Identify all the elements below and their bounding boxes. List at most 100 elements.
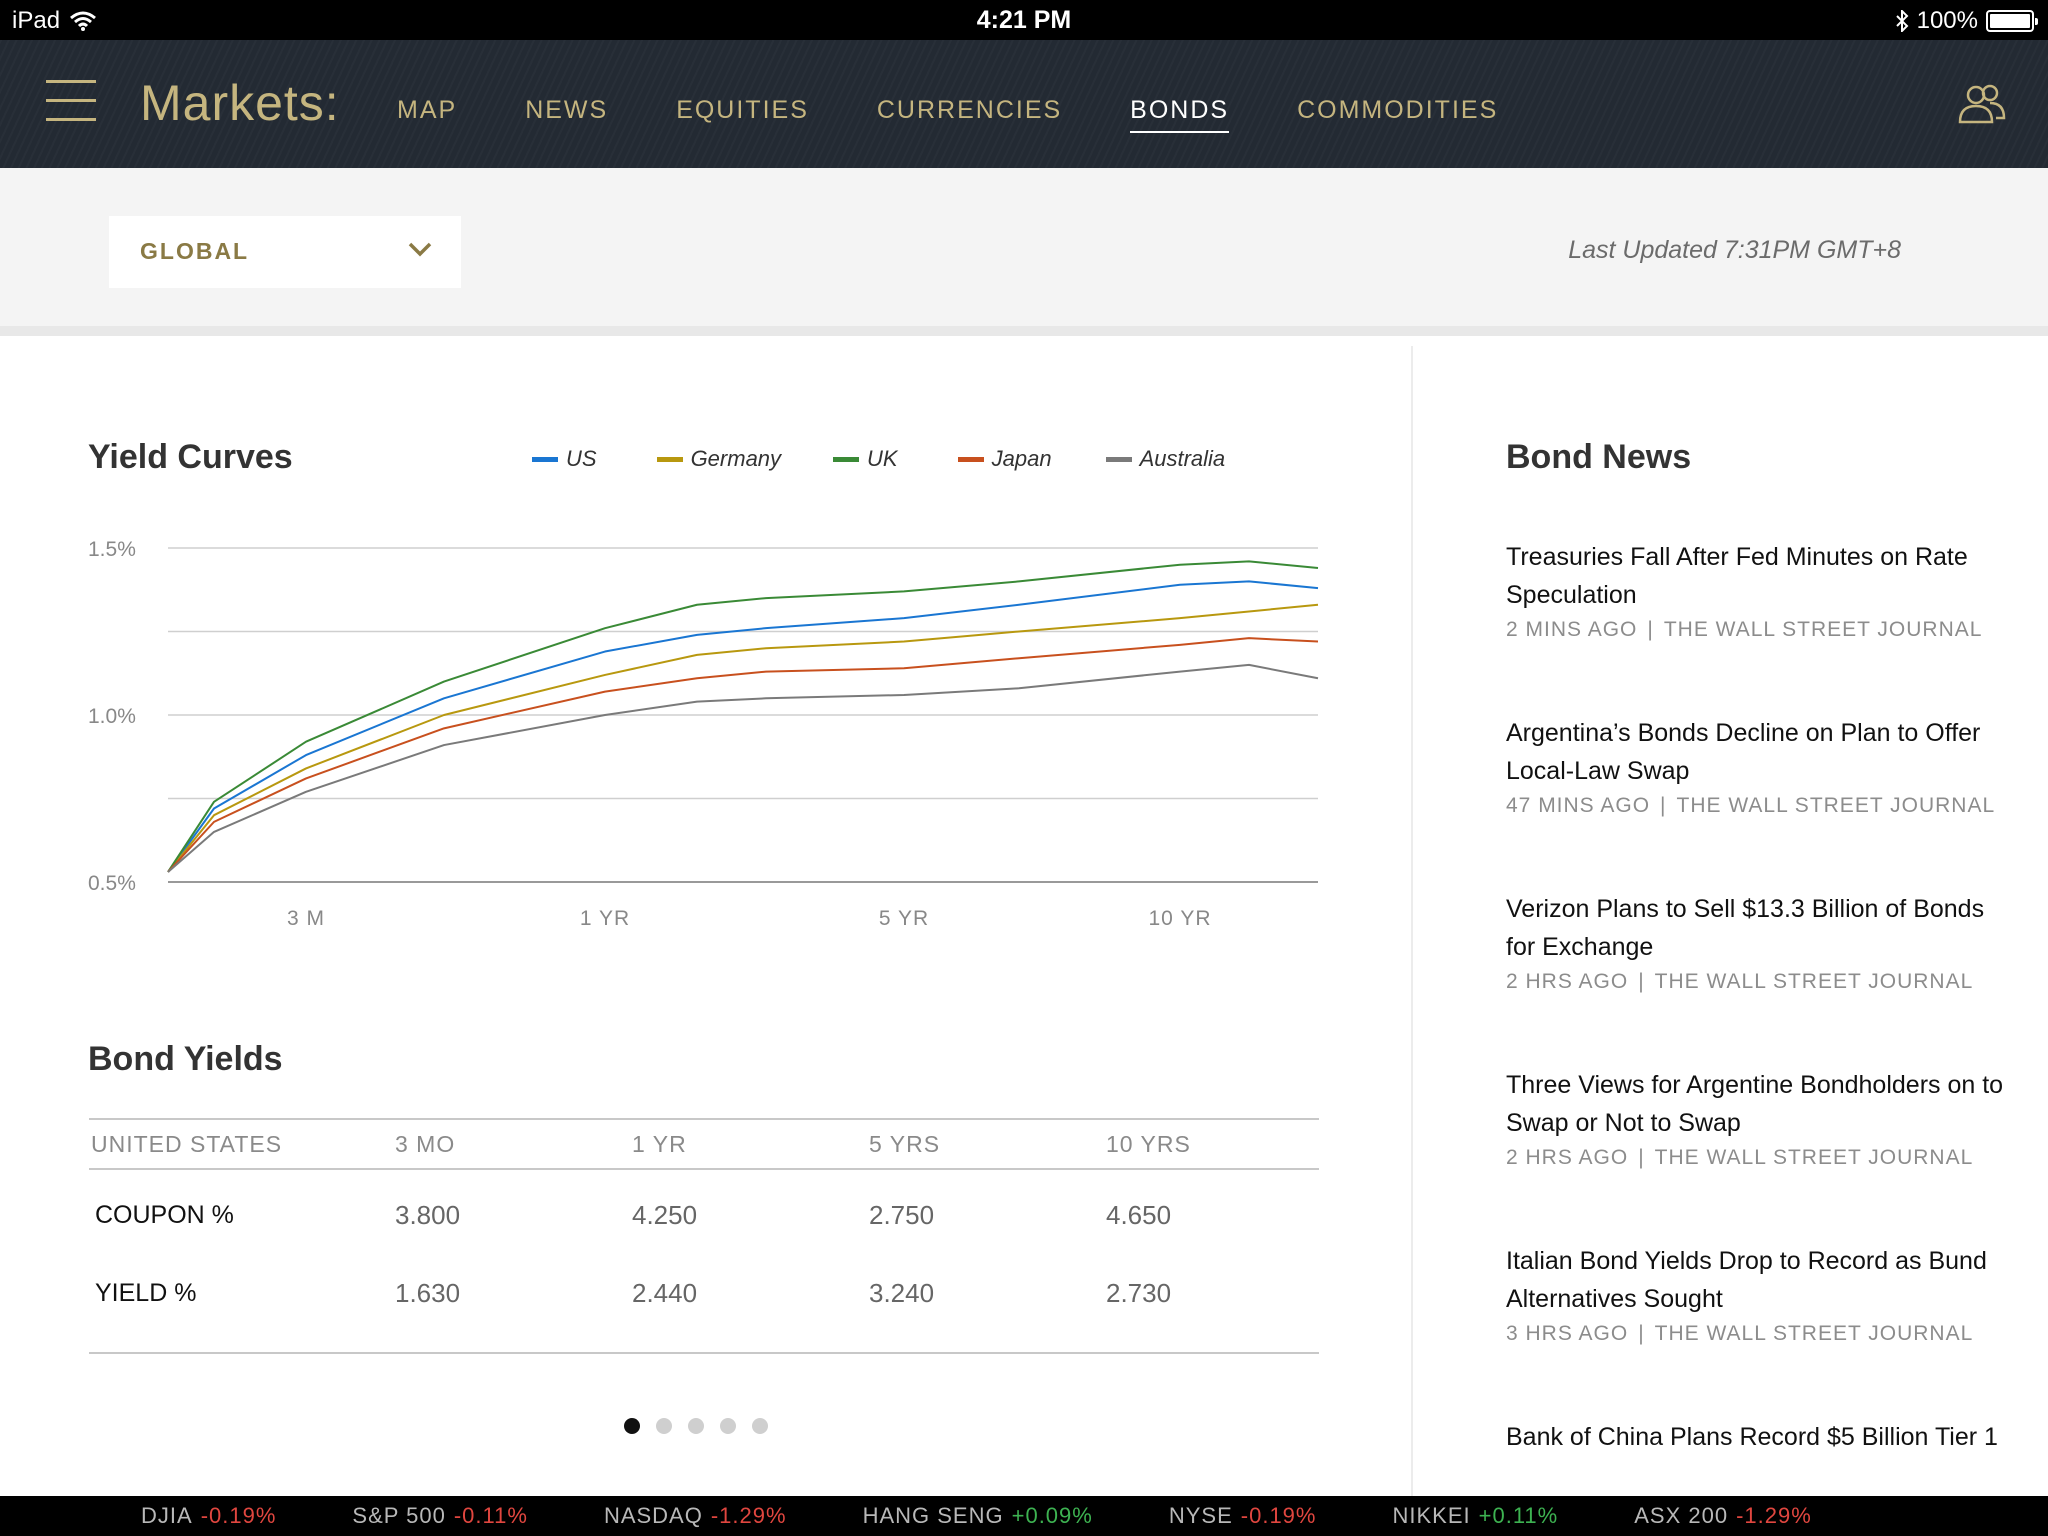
last-updated: Last Updated 7:31PM GMT+8	[1568, 236, 1901, 264]
legend-swatch	[957, 456, 984, 462]
column-header: 10 YRS	[1106, 1130, 1191, 1157]
ticker-change: -0.11%	[453, 1503, 528, 1528]
y-tick-label: 1.0%	[88, 705, 136, 728]
ticker-item[interactable]: HANG SENG +0.09%	[863, 1503, 1093, 1529]
ticker-item[interactable]: ASX 200 -1.29%	[1634, 1503, 1812, 1529]
legend-label: Australia	[1139, 446, 1226, 471]
page-dot[interactable]	[624, 1418, 640, 1434]
series-line-australia	[167, 663, 1319, 873]
tab-commodities[interactable]: COMMODITIES	[1297, 96, 1499, 124]
table-header: UNITED STATES 3 MO 1 YR 5 YRS 10 YRS	[89, 1118, 1319, 1170]
tab-currencies[interactable]: CURRENCIES	[876, 96, 1063, 124]
news-time: 2 MINS AGO	[1506, 618, 1638, 641]
y-tick-label: 1.5%	[88, 538, 136, 561]
wifi-icon	[70, 11, 97, 31]
ticker-name: S&P 500	[352, 1503, 446, 1528]
news-meta: 2 HRS AGO | THE WALL STREET JOURNAL	[1506, 970, 2006, 994]
column-header: 1 YR	[632, 1130, 687, 1157]
y-tick-label: 0.5%	[88, 872, 136, 895]
ticker-item[interactable]: NYSE -0.19%	[1169, 1503, 1317, 1529]
table-body: COUPON % 3.800 4.250 2.750 4.650 YIELD % 1.630…	[89, 1176, 1319, 1332]
app-title: Markets:	[140, 75, 340, 131]
table-cell: 4.650	[1106, 1199, 1172, 1230]
news-time: 3 HRS AGO	[1506, 1322, 1629, 1345]
page-dot[interactable]	[720, 1418, 736, 1434]
legend-swatch	[1105, 456, 1132, 462]
tab-map[interactable]: MAP	[397, 96, 458, 124]
page-indicator[interactable]	[624, 1418, 768, 1434]
clock: 4:21 PM	[976, 6, 1072, 34]
market-ticker: DJIA -0.19% S&P 500 -0.11% NASDAQ -1.29% HANG …	[0, 1496, 2048, 1536]
series-line-us	[167, 580, 1319, 873]
column-header: UNITED STATES	[91, 1130, 283, 1157]
chevron-down-icon	[408, 242, 432, 257]
ticker-item[interactable]: DJIA -0.19%	[141, 1503, 276, 1529]
news-item[interactable]: Italian Bond Yields Drop to Record as Bu…	[1506, 1242, 2006, 1418]
series-line-japan	[167, 637, 1319, 873]
news-item[interactable]: Treasuries Fall After Fed Minutes on Rat…	[1506, 538, 2006, 714]
x-tick-label: 3 M	[287, 907, 325, 930]
x-tick-label: 5 YR	[879, 907, 929, 930]
news-headline[interactable]: Treasuries Fall After Fed Minutes on Rat…	[1506, 543, 1968, 609]
bluetooth-icon	[1895, 10, 1909, 32]
region-dropdown[interactable]: GLOBAL	[109, 216, 461, 288]
legend-swatch	[532, 456, 558, 462]
news-headline[interactable]: Italian Bond Yields Drop to Record as Bu…	[1506, 1247, 1987, 1313]
main-panel: Yield Curves US Germany UK Japan Australia 1…	[0, 346, 1412, 1496]
ticker-item[interactable]: S&P 500 -0.11%	[352, 1503, 528, 1529]
page-dot[interactable]	[752, 1418, 768, 1434]
x-tick-label: 10 YR	[1149, 907, 1212, 930]
legend-item-australia: Australia	[1105, 446, 1226, 472]
bond-news-list: Treasuries Fall After Fed Minutes on Rat…	[1506, 538, 2006, 1536]
row-label: YIELD %	[95, 1278, 197, 1307]
news-headline[interactable]: Argentina’s Bonds Decline on Plan to Off…	[1506, 719, 1981, 785]
row-label: COUPON %	[95, 1200, 234, 1229]
news-item[interactable]: Verizon Plans to Sell $13.3 Billion of B…	[1506, 890, 2006, 1066]
ticker-item[interactable]: NIKKEI +0.11%	[1392, 1503, 1558, 1529]
chart-title: Yield Curves	[88, 438, 293, 476]
meta-separator: |	[1638, 1146, 1645, 1169]
news-source: THE WALL STREET JOURNAL	[1676, 794, 1996, 817]
news-item[interactable]: Argentina’s Bonds Decline on Plan to Off…	[1506, 714, 2006, 890]
legend-item-japan: Japan	[957, 446, 1052, 472]
people-icon[interactable]	[1956, 84, 2008, 124]
table-cell: 2.750	[869, 1199, 935, 1230]
bond-news-title: Bond News	[1506, 438, 1692, 476]
ticker-item[interactable]: NASDAQ -1.29%	[604, 1503, 787, 1529]
legend-swatch	[833, 456, 860, 462]
battery-percent: 100%	[1916, 7, 1978, 34]
news-headline[interactable]: Bank of China Plans Record $5 Billion Ti…	[1506, 1423, 1998, 1451]
tab-news[interactable]: NEWS	[525, 96, 609, 124]
ticker-name: HANG SENG	[862, 1503, 1004, 1528]
news-meta: 3 HRS AGO | THE WALL STREET JOURNAL	[1506, 1322, 2006, 1346]
legend-label: Japan	[991, 446, 1052, 471]
ticker-name: NIKKEI	[1392, 1503, 1471, 1528]
news-headline[interactable]: Verizon Plans to Sell $13.3 Billion of B…	[1506, 895, 1985, 961]
ticker-name: ASX 200	[1634, 1503, 1729, 1528]
tab-bonds[interactable]: BONDS	[1130, 96, 1230, 133]
ticker-change: -0.19%	[1240, 1503, 1317, 1528]
news-item[interactable]: Bank of China Plans Record $5 Billion Ti…	[1506, 1418, 2006, 1536]
page-dot[interactable]	[688, 1418, 704, 1434]
legend-label: Germany	[690, 446, 782, 471]
news-headline[interactable]: Three Views for Argentine Bondholders on…	[1506, 1071, 2004, 1137]
top-nav: Markets: MAP NEWS EQUITIES CURRENCIES BONDS C…	[0, 40, 2048, 168]
news-item[interactable]: Three Views for Argentine Bondholders on…	[1506, 1066, 2006, 1242]
news-source: THE WALL STREET JOURNAL	[1663, 618, 1983, 641]
tab-equities[interactable]: EQUITIES	[676, 96, 809, 124]
meta-separator: |	[1638, 970, 1645, 993]
news-time: 2 HRS AGO	[1506, 1146, 1629, 1169]
page-dot[interactable]	[656, 1418, 672, 1434]
menu-icon[interactable]	[46, 80, 96, 122]
yield-curve-chart: 1.5% 1.0% 0.5% 3 M 1 YR 5 YR 10 YR	[88, 538, 1319, 930]
panel-divider	[1411, 346, 1413, 1496]
column-header: 3 MO	[395, 1130, 456, 1157]
news-meta: 2 MINS AGO | THE WALL STREET JOURNAL	[1506, 618, 2006, 642]
legend-item-uk: UK	[833, 446, 898, 472]
status-left: iPad	[12, 7, 97, 35]
meta-separator: |	[1660, 794, 1667, 817]
legend-swatch	[656, 456, 683, 462]
ticker-change: +0.09%	[1011, 1503, 1093, 1528]
bond-yields-title: Bond Yields	[88, 1040, 283, 1078]
bond-yields-table: UNITED STATES 3 MO 1 YR 5 YRS 10 YRS COUPON …	[89, 1118, 1319, 1354]
